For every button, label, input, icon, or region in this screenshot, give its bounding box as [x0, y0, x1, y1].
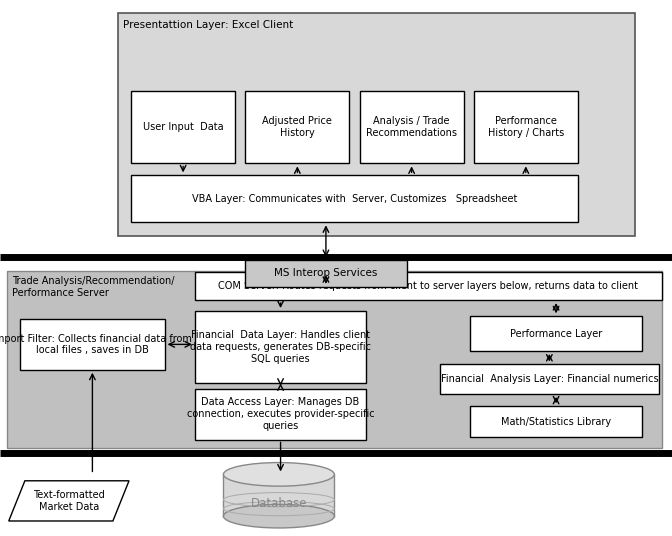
Ellipse shape: [223, 463, 334, 486]
Text: Analysis / Trade
Recommendations: Analysis / Trade Recommendations: [366, 116, 457, 138]
Text: Adjusted Price
History: Adjusted Price History: [263, 116, 332, 138]
Text: Text-formatted
Market Data: Text-formatted Market Data: [33, 490, 105, 512]
Bar: [195, 272, 662, 300]
Bar: [440, 364, 659, 394]
Bar: [195, 389, 366, 440]
Text: Data Access Layer: Manages DB
connection, executes provider-specific
queries: Data Access Layer: Manages DB connection…: [187, 398, 374, 430]
Text: COM Server: Routes requests from client to server layers below, returns data to : COM Server: Routes requests from client …: [218, 281, 638, 291]
Text: Performance Layer: Performance Layer: [510, 329, 602, 339]
Ellipse shape: [223, 504, 334, 528]
Text: Performance
History / Charts: Performance History / Charts: [488, 116, 564, 138]
Polygon shape: [9, 481, 129, 521]
Bar: [131, 91, 235, 163]
Text: Database: Database: [251, 497, 307, 510]
Text: Presentattion Layer: Excel Client: Presentattion Layer: Excel Client: [123, 20, 293, 30]
Text: VBA Layer: Communicates with  Server, Customizes   Spreadsheet: VBA Layer: Communicates with Server, Cus…: [192, 194, 517, 204]
Text: User Input  Data: User Input Data: [143, 122, 223, 132]
Text: Import Filter: Collects financial data from
local files , saves in DB: Import Filter: Collects financial data f…: [0, 333, 192, 355]
Bar: [20, 319, 165, 370]
Bar: [470, 316, 642, 351]
Text: Financial  Analysis Layer: Financial numerics: Financial Analysis Layer: Financial nume…: [441, 374, 658, 384]
Bar: [245, 260, 407, 287]
Bar: [470, 406, 642, 437]
Bar: [195, 311, 366, 383]
Bar: [360, 91, 464, 163]
Bar: [118, 13, 635, 236]
Bar: [131, 175, 578, 222]
Text: Trade Analysis/Recommendation/
Performance Server: Trade Analysis/Recommendation/ Performan…: [12, 276, 175, 297]
Text: MS Interop Services: MS Interop Services: [274, 269, 378, 278]
Text: Math/Statistics Library: Math/Statistics Library: [501, 416, 611, 427]
Bar: [245, 91, 349, 163]
Bar: [223, 474, 334, 516]
Bar: [7, 271, 662, 448]
Text: Financial  Data Layer: Handles client
data requests, generates DB-specific
SQL q: Financial Data Layer: Handles client dat…: [190, 331, 371, 363]
Bar: [474, 91, 578, 163]
